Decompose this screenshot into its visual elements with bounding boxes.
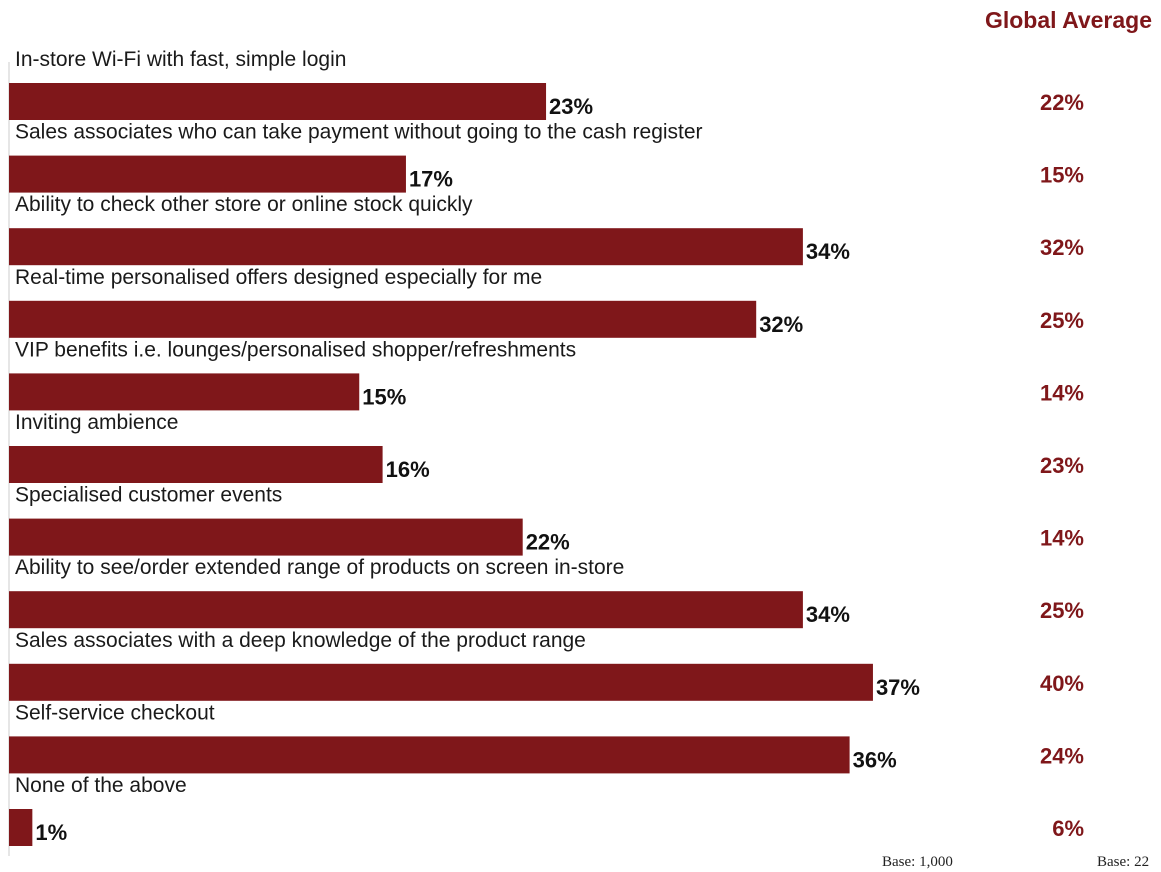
value-label: 34% (806, 602, 850, 627)
value-label: 17% (409, 167, 453, 192)
category-label: Inviting ambience (15, 411, 178, 434)
value-label: 36% (853, 747, 897, 772)
category-label: In-store Wi-Fi with fast, simple login (15, 48, 346, 71)
global-average-value: 14% (1040, 380, 1084, 405)
bar (9, 809, 33, 846)
value-label: 1% (35, 820, 67, 845)
category-label: Self-service checkout (15, 701, 215, 724)
bar (9, 591, 803, 629)
base-label-left: Base: 1,000 (882, 854, 953, 870)
bar (9, 83, 547, 120)
global-average-value: 25% (1040, 308, 1084, 333)
category-label: None of the above (15, 774, 187, 797)
global-average-title: Global Average (985, 7, 1152, 33)
bar (9, 663, 873, 701)
value-label: 37% (876, 675, 920, 700)
category-label: Sales associates who can take payment wi… (15, 121, 703, 144)
category-label: Ability to check other store or online s… (15, 193, 473, 216)
value-label: 32% (759, 312, 803, 337)
bar (9, 155, 406, 193)
global-average-value: 40% (1040, 671, 1084, 696)
global-average-value: 22% (1040, 90, 1084, 115)
value-label: 34% (806, 239, 850, 264)
value-label: 15% (362, 384, 406, 409)
global-average-value: 23% (1040, 453, 1084, 478)
global-average-value: 25% (1040, 598, 1084, 623)
chart-rows: In-store Wi-Fi with fast, simple login 23… (9, 48, 1084, 846)
global-average-value: 24% (1040, 743, 1084, 768)
value-label: 16% (386, 457, 430, 482)
category-label: VIP benefits i.e. lounges/personalised s… (15, 338, 576, 361)
value-label: 22% (526, 530, 570, 555)
bar (9, 736, 850, 774)
global-average-value: 6% (1052, 816, 1084, 841)
bar (9, 518, 523, 556)
bar (9, 446, 383, 483)
global-average-value: 15% (1040, 163, 1084, 188)
category-label: Sales associates with a deep knowledge o… (15, 629, 586, 652)
bar (9, 300, 757, 338)
global-average-value: 14% (1040, 526, 1084, 551)
bar (9, 228, 803, 266)
category-label: Specialised customer events (15, 484, 282, 507)
global-average-value: 32% (1040, 235, 1084, 260)
category-label: Ability to see/order extended range of p… (15, 556, 624, 579)
bar (9, 373, 360, 411)
category-label: Real-time personalised offers designed e… (15, 266, 542, 289)
base-label-right: Base: 22 (1097, 854, 1149, 870)
value-label: 23% (549, 94, 593, 119)
